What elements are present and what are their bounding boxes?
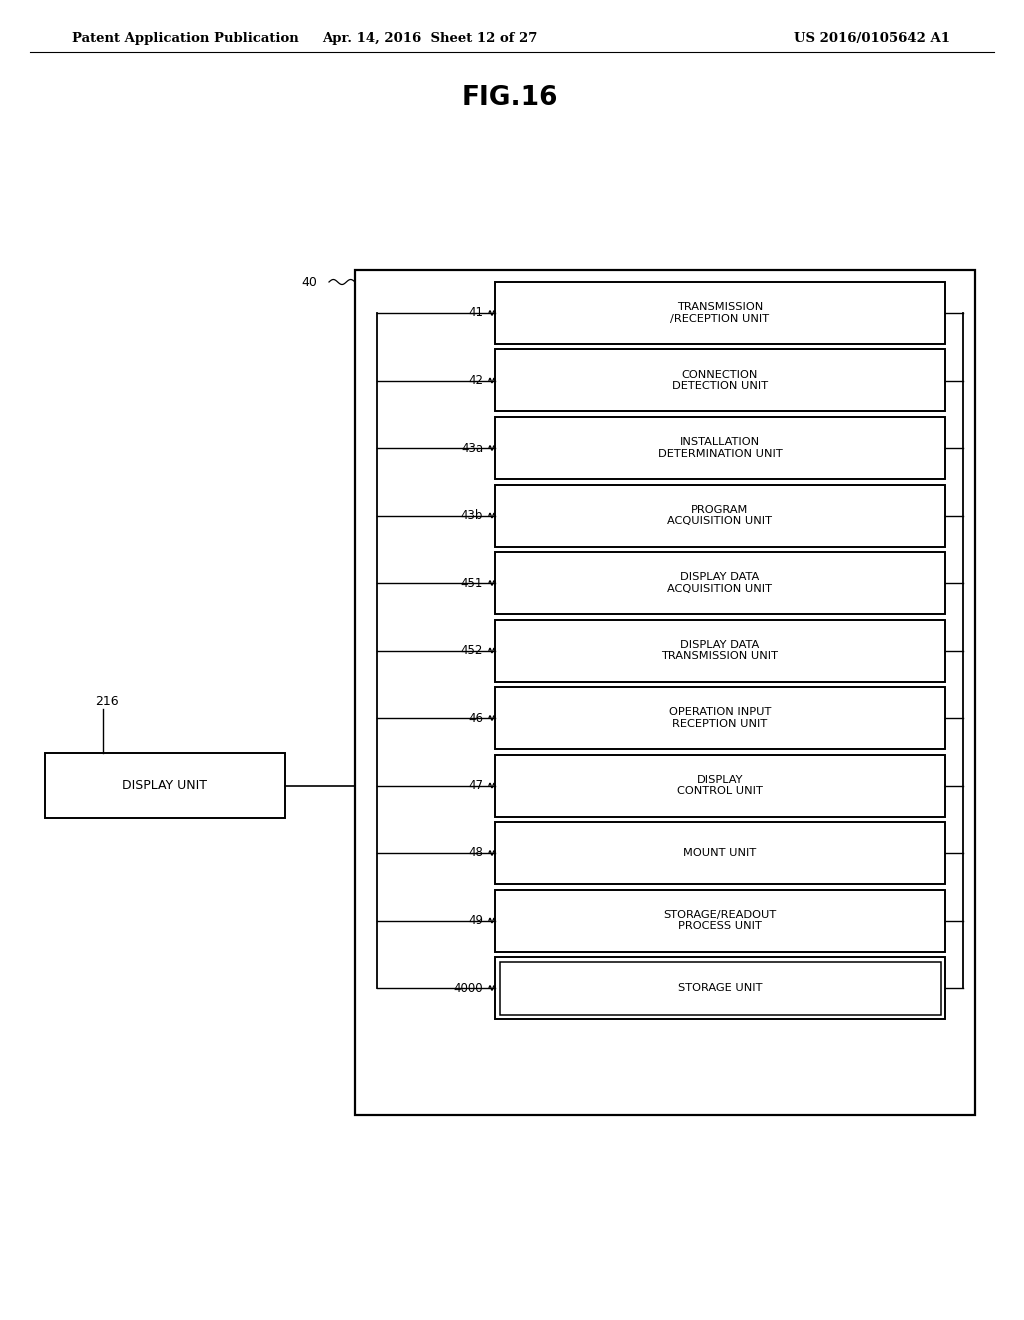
Bar (45, 752, 285, 818)
Bar (355, 271, 975, 1115)
Text: DISPLAY
CONTROL UNIT: DISPLAY CONTROL UNIT (677, 775, 763, 796)
Text: OPERATION INPUT
RECEPTION UNIT: OPERATION INPUT RECEPTION UNIT (669, 708, 771, 729)
Text: INSTALLATION
DETERMINATION UNIT: INSTALLATION DETERMINATION UNIT (657, 437, 782, 459)
Text: STORAGE UNIT: STORAGE UNIT (678, 983, 762, 993)
Text: US 2016/0105642 A1: US 2016/0105642 A1 (794, 32, 950, 45)
Text: 43a: 43a (461, 441, 483, 454)
Text: 451: 451 (461, 577, 483, 590)
Text: Apr. 14, 2016  Sheet 12 of 27: Apr. 14, 2016 Sheet 12 of 27 (323, 32, 538, 45)
Text: 4000: 4000 (454, 982, 483, 994)
Text: 48: 48 (468, 846, 483, 859)
Text: 41: 41 (468, 306, 483, 319)
Bar (495, 619, 945, 681)
Bar (495, 417, 945, 479)
Bar (495, 957, 945, 1019)
Text: STORAGE/READOUT
PROCESS UNIT: STORAGE/READOUT PROCESS UNIT (664, 909, 776, 932)
Text: DISPLAY DATA
TRANSMISSION UNIT: DISPLAY DATA TRANSMISSION UNIT (662, 640, 778, 661)
Bar (495, 552, 945, 614)
Text: CONNECTION
DETECTION UNIT: CONNECTION DETECTION UNIT (672, 370, 768, 391)
Bar (500, 961, 940, 1015)
Text: DISPLAY DATA
ACQUISITION UNIT: DISPLAY DATA ACQUISITION UNIT (668, 572, 772, 594)
Text: 47: 47 (468, 779, 483, 792)
Text: 40: 40 (301, 276, 317, 289)
Text: MOUNT UNIT: MOUNT UNIT (683, 847, 757, 858)
Bar (495, 686, 945, 748)
Text: DISPLAY UNIT: DISPLAY UNIT (123, 779, 208, 792)
Text: 452: 452 (461, 644, 483, 657)
Text: 46: 46 (468, 711, 483, 725)
Bar (495, 890, 945, 952)
Text: 49: 49 (468, 913, 483, 927)
Bar (495, 282, 945, 345)
Text: FIG.16: FIG.16 (462, 84, 558, 111)
Text: 43b: 43b (461, 510, 483, 521)
Text: Patent Application Publication: Patent Application Publication (72, 32, 299, 45)
Bar (495, 484, 945, 546)
Text: PROGRAM
ACQUISITION UNIT: PROGRAM ACQUISITION UNIT (668, 504, 772, 527)
Text: 216: 216 (95, 696, 119, 708)
Bar (495, 350, 945, 412)
Text: 42: 42 (468, 374, 483, 387)
Bar (495, 755, 945, 817)
Text: TRANSMISSION
/RECEPTION UNIT: TRANSMISSION /RECEPTION UNIT (671, 302, 770, 323)
Bar (495, 822, 945, 884)
